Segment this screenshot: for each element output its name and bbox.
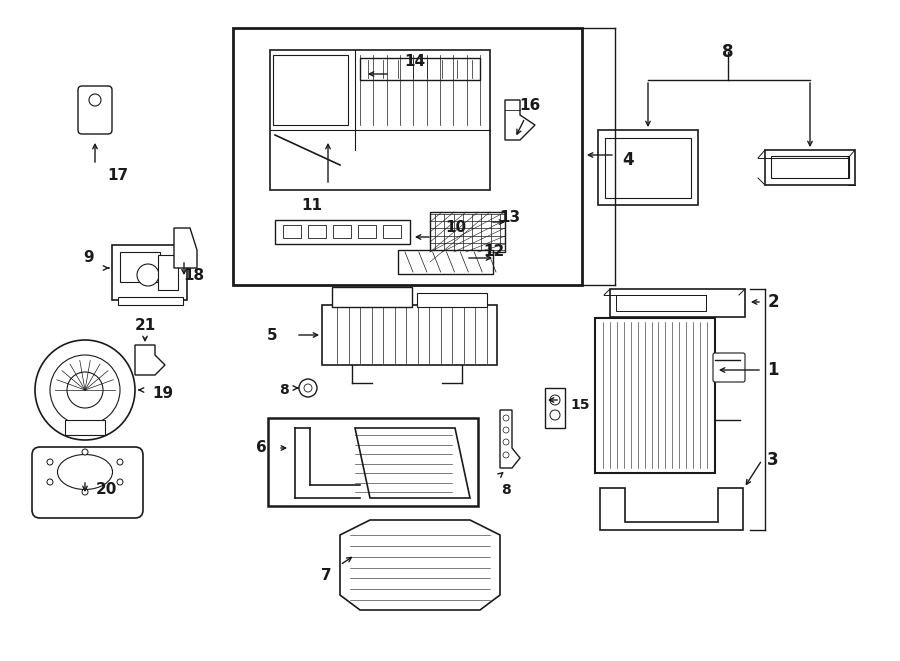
- Circle shape: [67, 372, 103, 408]
- Text: 9: 9: [84, 251, 94, 266]
- Bar: [120, 252, 160, 282]
- Ellipse shape: [58, 455, 112, 490]
- Bar: [605, 138, 691, 198]
- Circle shape: [117, 479, 123, 485]
- Circle shape: [503, 439, 509, 445]
- Bar: [545, 388, 565, 428]
- Text: 11: 11: [302, 198, 322, 212]
- Text: 18: 18: [184, 268, 204, 282]
- Text: 1: 1: [767, 361, 778, 379]
- Polygon shape: [135, 345, 165, 375]
- Circle shape: [550, 410, 560, 420]
- Circle shape: [82, 489, 88, 495]
- Circle shape: [304, 384, 312, 392]
- Text: 20: 20: [95, 483, 117, 498]
- Circle shape: [35, 340, 135, 440]
- Bar: [322, 305, 497, 365]
- Bar: [417, 293, 487, 307]
- FancyBboxPatch shape: [78, 86, 112, 134]
- Text: 6: 6: [256, 440, 266, 455]
- Circle shape: [503, 427, 509, 433]
- Text: 8: 8: [501, 483, 511, 497]
- Text: 19: 19: [152, 387, 174, 401]
- Bar: [598, 130, 698, 205]
- Circle shape: [137, 264, 159, 286]
- Bar: [308, 225, 326, 238]
- Bar: [383, 225, 401, 238]
- Text: 15: 15: [571, 398, 590, 412]
- Bar: [360, 58, 480, 80]
- Text: 14: 14: [404, 54, 426, 69]
- Bar: [333, 225, 351, 238]
- Text: 5: 5: [266, 327, 277, 342]
- Bar: [112, 245, 187, 300]
- Bar: [616, 295, 706, 311]
- Bar: [118, 297, 183, 305]
- Bar: [158, 255, 178, 290]
- Circle shape: [550, 395, 560, 405]
- Bar: [268, 418, 478, 506]
- Text: 10: 10: [446, 221, 466, 235]
- Circle shape: [503, 415, 509, 421]
- Text: 8: 8: [722, 43, 734, 61]
- Bar: [610, 289, 745, 317]
- FancyBboxPatch shape: [32, 447, 143, 518]
- Circle shape: [82, 449, 88, 455]
- Text: 4: 4: [622, 151, 634, 169]
- Circle shape: [47, 479, 53, 485]
- FancyBboxPatch shape: [713, 353, 745, 382]
- Text: 13: 13: [500, 210, 520, 225]
- Text: 21: 21: [134, 317, 156, 332]
- Text: 8: 8: [279, 383, 289, 397]
- Polygon shape: [600, 488, 743, 530]
- Text: 12: 12: [483, 245, 505, 260]
- Bar: [275, 220, 410, 244]
- Text: 7: 7: [320, 568, 331, 582]
- Circle shape: [299, 379, 317, 397]
- Text: 3: 3: [767, 451, 778, 469]
- Polygon shape: [500, 410, 520, 468]
- Bar: [430, 212, 505, 252]
- Bar: [765, 150, 855, 185]
- Polygon shape: [505, 100, 535, 140]
- Bar: [273, 55, 348, 125]
- Bar: [398, 250, 493, 274]
- Polygon shape: [174, 228, 197, 268]
- Circle shape: [117, 459, 123, 465]
- Circle shape: [50, 355, 120, 425]
- Bar: [771, 156, 849, 178]
- Bar: [270, 50, 490, 190]
- Bar: [65, 420, 105, 435]
- Bar: [332, 287, 412, 307]
- Circle shape: [47, 459, 53, 465]
- Circle shape: [89, 94, 101, 106]
- Polygon shape: [340, 520, 500, 610]
- Bar: [283, 225, 301, 238]
- Circle shape: [503, 452, 509, 458]
- Text: 17: 17: [107, 167, 129, 182]
- Bar: [595, 318, 715, 473]
- Bar: [233, 28, 582, 285]
- Polygon shape: [355, 428, 470, 498]
- Text: 2: 2: [767, 293, 778, 311]
- Bar: [358, 225, 376, 238]
- Text: 16: 16: [519, 98, 541, 112]
